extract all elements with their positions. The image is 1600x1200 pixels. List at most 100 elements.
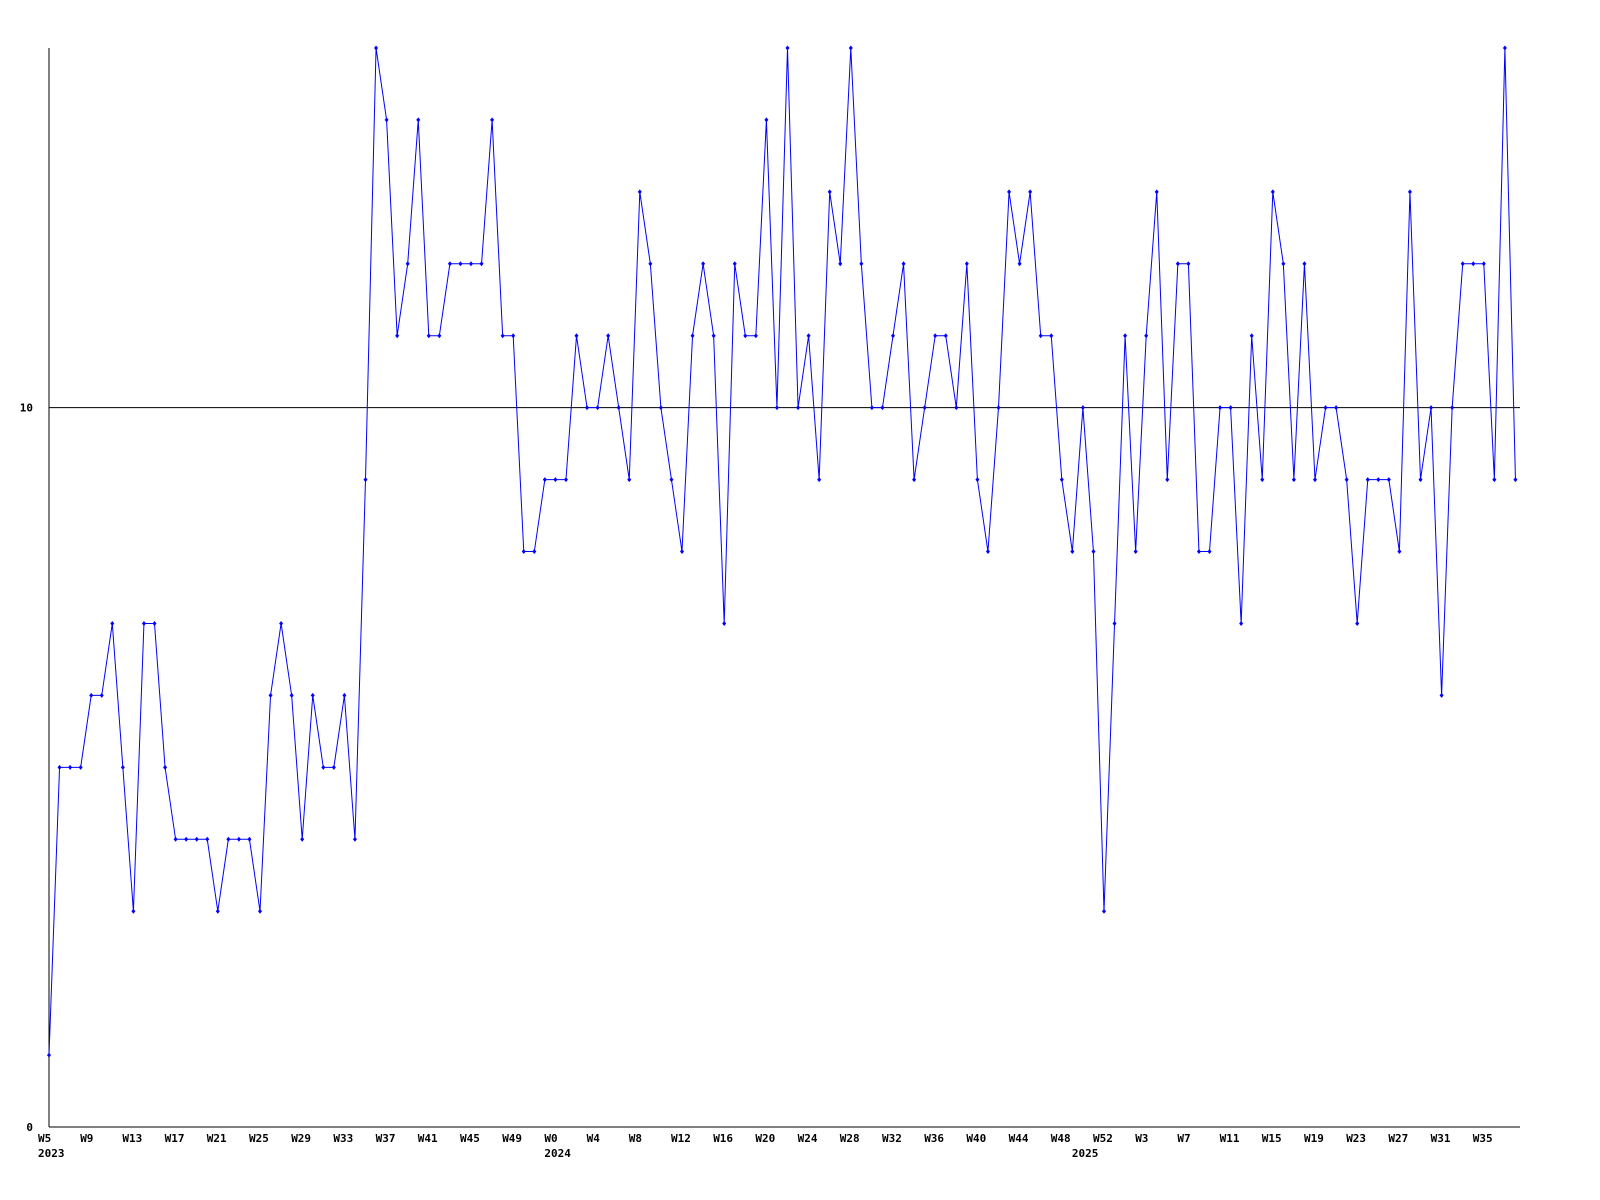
point (57, 764, 62, 770)
x-tick-label: W16 (713, 1132, 733, 1145)
point (1133, 549, 1138, 555)
point (806, 333, 811, 339)
point (1028, 189, 1033, 195)
point (131, 908, 136, 914)
point (627, 477, 632, 483)
point (1302, 261, 1307, 267)
point (511, 333, 516, 339)
point (595, 405, 600, 411)
point (922, 405, 927, 411)
point (690, 333, 695, 339)
point (1007, 189, 1012, 195)
point (701, 261, 706, 267)
x-tick-label: W11 (1220, 1132, 1240, 1145)
point (764, 117, 769, 123)
point (1218, 405, 1223, 411)
point (205, 836, 210, 842)
x-tick-label: W27 (1388, 1132, 1408, 1145)
x-tick-label: W3 (1135, 1132, 1148, 1145)
point (616, 405, 621, 411)
point (1323, 405, 1328, 411)
point (996, 405, 1001, 411)
point (458, 261, 463, 267)
point (880, 405, 885, 411)
point (796, 405, 801, 411)
y-tick-label: 0 (26, 1121, 33, 1134)
x-tick-label: W25 (249, 1132, 269, 1145)
point (817, 477, 822, 483)
x-tick-label: W52 (1093, 1132, 1113, 1145)
x-tick-label: W32 (882, 1132, 902, 1145)
point (1175, 261, 1180, 267)
point (1017, 261, 1022, 267)
point (1481, 261, 1486, 267)
point (637, 189, 642, 195)
point (563, 477, 568, 483)
point (1154, 189, 1159, 195)
x-tick-label: W40 (966, 1132, 986, 1145)
point (1049, 333, 1054, 339)
point (258, 908, 262, 914)
x-tick-label: W13 (122, 1132, 142, 1145)
x-year-label: 2024 (544, 1147, 571, 1160)
point (141, 620, 146, 626)
point (1249, 333, 1254, 339)
x-tick-label: W37 (376, 1132, 396, 1145)
point (1513, 477, 1518, 483)
point (1080, 405, 1085, 411)
point (1091, 549, 1096, 555)
point (658, 405, 663, 411)
point (1355, 620, 1360, 626)
point (1123, 333, 1128, 339)
point (469, 261, 473, 267)
point (1471, 261, 1476, 267)
point (352, 836, 357, 842)
x-tick-label: W35 (1473, 1132, 1493, 1145)
x-tick-label: W17 (165, 1132, 185, 1145)
point (1186, 261, 1191, 267)
point (395, 333, 400, 339)
point (279, 620, 284, 626)
point (236, 836, 241, 842)
x-tick-label: W33 (333, 1132, 353, 1145)
point (827, 189, 832, 195)
point (1502, 45, 1507, 51)
point (521, 549, 526, 555)
point (173, 836, 178, 842)
x-tick-label: W0 (544, 1132, 557, 1145)
point (490, 117, 495, 123)
point (574, 333, 579, 339)
point (1144, 333, 1149, 339)
point (901, 261, 906, 267)
point (954, 405, 959, 411)
point (975, 477, 980, 483)
point (416, 117, 421, 123)
point (310, 692, 315, 698)
point (447, 261, 452, 267)
point (78, 764, 83, 770)
x-tick-label: W23 (1346, 1132, 1366, 1145)
point (1407, 189, 1412, 195)
point (120, 764, 125, 770)
point (1460, 261, 1465, 267)
point (289, 692, 294, 698)
point (331, 764, 336, 770)
x-tick-label: W48 (1051, 1132, 1071, 1145)
x-tick-label: W41 (418, 1132, 438, 1145)
y-tick-label: 10 (20, 402, 33, 415)
point (110, 620, 115, 626)
point (891, 333, 895, 339)
point (869, 405, 874, 411)
point (363, 477, 368, 483)
series-line (48, 47, 1516, 1056)
point (47, 1052, 51, 1058)
point (342, 692, 347, 698)
x-year-label: 2025 (1072, 1147, 1099, 1160)
point (1281, 261, 1286, 267)
x-tick-label: W19 (1304, 1132, 1324, 1145)
point (753, 333, 758, 339)
point (1228, 405, 1233, 411)
x-tick-label: W31 (1431, 1132, 1451, 1145)
x-tick-label: W49 (502, 1132, 522, 1145)
point (479, 261, 484, 267)
